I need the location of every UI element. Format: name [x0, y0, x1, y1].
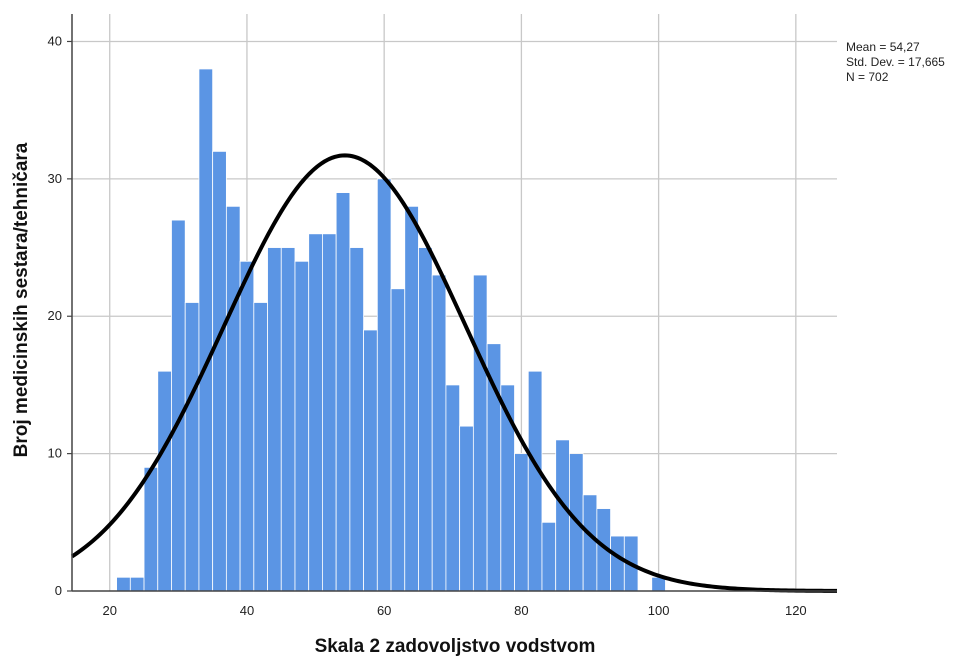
- histogram-bar: [322, 233, 337, 592]
- x-tick-label: 20: [103, 603, 117, 618]
- x-tick-label: 80: [514, 603, 528, 618]
- histogram-bar: [527, 370, 543, 592]
- y-tick-label: 10: [48, 446, 62, 461]
- histogram-bar: [184, 302, 200, 592]
- axes: [67, 14, 837, 592]
- histogram-bar: [198, 68, 214, 592]
- histogram-bar: [253, 302, 268, 592]
- x-tick-labels: 20 40 60 80 100 120: [103, 603, 807, 618]
- histogram-bar: [349, 247, 364, 592]
- histogram-bar: [472, 274, 488, 592]
- histogram-bar: [555, 439, 570, 592]
- histogram-bar: [239, 260, 255, 592]
- histogram-bar: [376, 178, 392, 592]
- histogram-bar: [157, 370, 172, 592]
- histogram-bar: [129, 576, 145, 592]
- stats-mean: Mean = 54,27: [846, 40, 920, 54]
- histogram-bar: [116, 576, 131, 592]
- histogram-bar: [445, 384, 461, 592]
- y-tick-label: 40: [48, 33, 62, 48]
- x-tick-label: 120: [785, 603, 807, 618]
- x-tick-label: 60: [377, 603, 391, 618]
- histogram-bar: [418, 247, 433, 592]
- histogram-bar: [390, 288, 406, 592]
- y-tick-label: 30: [48, 171, 62, 186]
- histogram-bar: [225, 205, 241, 592]
- histogram-bar: [335, 192, 351, 592]
- x-tick-label: 100: [648, 603, 670, 618]
- histogram-bar: [363, 329, 378, 592]
- histogram-bar: [514, 453, 529, 592]
- histogram-bar: [143, 466, 159, 592]
- stats-box: Mean = 54,27 Std. Dev. = 17,665 N = 702: [846, 40, 945, 84]
- histogram-bar: [280, 247, 296, 592]
- y-tick-label: 0: [55, 583, 62, 598]
- histogram-bar: [404, 205, 419, 592]
- histogram-bars: [116, 68, 666, 592]
- y-tick-labels: 0 10 20 30 40: [48, 33, 62, 598]
- histogram-bar: [267, 247, 282, 592]
- histogram-bar: [541, 521, 557, 592]
- x-tick-label: 40: [240, 603, 254, 618]
- histogram-bar: [459, 425, 474, 592]
- histogram-bar: [582, 494, 598, 592]
- x-axis-title: Skala 2 zadovoljstvo vodstvom: [315, 636, 596, 657]
- histogram-bar: [212, 150, 227, 592]
- histogram-bar: [308, 233, 323, 592]
- normal-curve: [70, 153, 838, 593]
- stats-std-dev: Std. Dev. = 17,665: [846, 55, 945, 69]
- y-axis-title: Broj medicinskih sestara/tehničara: [11, 142, 32, 457]
- histogram-bar: [651, 576, 666, 592]
- y-tick-label: 20: [48, 308, 62, 323]
- stats-n: N = 702: [846, 70, 889, 84]
- histogram-bar: [171, 219, 186, 592]
- histogram-bar: [431, 274, 447, 592]
- histogram-bar: [610, 535, 625, 592]
- histogram-bar: [294, 260, 310, 592]
